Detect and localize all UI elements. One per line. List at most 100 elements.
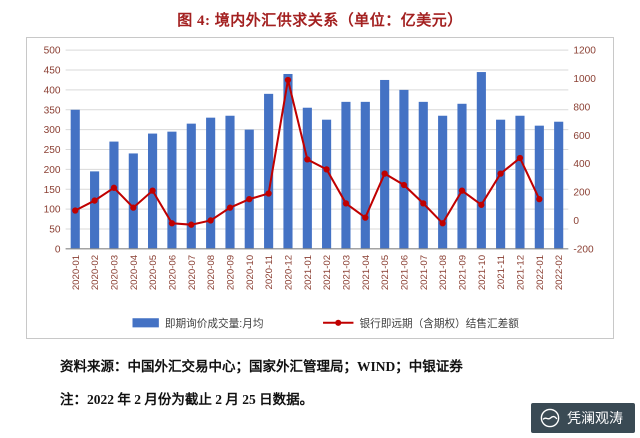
svg-text:0: 0: [55, 244, 61, 255]
x-axis-label: 2020-04: [129, 254, 140, 290]
bar: [206, 117, 216, 249]
line-markers: [72, 76, 543, 228]
svg-text:150: 150: [44, 185, 61, 196]
bar: [322, 119, 332, 249]
line-marker: [168, 220, 176, 227]
legend-bar-label: 即期询价成交量:月均: [165, 317, 264, 330]
svg-text:400: 400: [573, 159, 590, 170]
x-axis-label: 2020-07: [187, 255, 198, 290]
legend-line-label: 银行即远期（含期权）结售汇差额: [360, 317, 520, 330]
bar: [380, 79, 390, 249]
line-marker: [265, 190, 272, 197]
x-axis-label: 2020-11: [264, 255, 275, 290]
svg-text:500: 500: [44, 46, 61, 57]
bar: [418, 101, 428, 249]
svg-text:1000: 1000: [573, 74, 596, 85]
watermark-logo-icon: [540, 408, 560, 428]
line-marker: [516, 154, 524, 162]
svg-text:50: 50: [49, 224, 61, 235]
line-marker: [304, 156, 311, 163]
x-axis-labels: 2020-01 2020-02 2020-03 2020-04 2020-05 2020-…: [71, 254, 565, 290]
line-marker: [478, 201, 485, 208]
svg-text:200: 200: [573, 188, 590, 199]
x-axis-label: 2020-02: [90, 255, 101, 290]
x-axis-label: 2020-12: [284, 255, 295, 290]
line-marker: [362, 214, 369, 221]
x-axis-label: 2020-10: [245, 255, 256, 290]
line-marker: [130, 204, 137, 211]
line-marker: [342, 200, 350, 207]
line-marker: [497, 170, 504, 177]
bar: [457, 103, 467, 249]
bar: [554, 121, 564, 249]
x-axis-label: 2021-10: [477, 255, 488, 290]
x-axis-label: 2020-09: [226, 255, 237, 290]
chart-title: 图 4: 境内外汇供求关系（单位：亿美元）: [177, 13, 463, 29]
svg-text:200: 200: [44, 165, 61, 176]
svg-text:100: 100: [44, 205, 61, 216]
bar: [264, 93, 274, 249]
bar: [225, 115, 235, 249]
watermark-text: 凭澜观涛: [567, 410, 623, 426]
legend: 即期询价成交量:月均 银行即远期（含期权）结售汇差额: [132, 317, 520, 330]
x-axis-label: 2020-05: [148, 255, 159, 290]
svg-text:600: 600: [573, 131, 590, 142]
bar: [90, 171, 100, 249]
x-axis-label: 2022-01: [535, 255, 546, 290]
line-marker: [323, 166, 330, 173]
svg-text:350: 350: [44, 105, 61, 116]
svg-text:300: 300: [44, 125, 61, 136]
x-axis-label: 2021-06: [399, 255, 410, 290]
svg-text:250: 250: [44, 145, 61, 156]
line-marker: [91, 197, 98, 204]
x-axis-label: 2021-08: [438, 255, 449, 290]
source-line: 资料来源：中国外汇交易中心；国家外汇管理局；WIND；中银证券: [60, 359, 463, 374]
x-axis-label: 2020-06: [167, 255, 178, 290]
line-marker: [420, 200, 427, 207]
left-axis-labels: 0 50 100 150 200 250 300 350 400 450 500: [44, 46, 61, 256]
x-axis-label: 2021-04: [361, 254, 372, 290]
right-axis-labels: -200 0 200 400 600 800 1000 1200: [573, 46, 596, 256]
x-axis-label: 2021-05: [380, 255, 391, 290]
x-axis-label: 2021-02: [322, 255, 333, 290]
bar: [128, 153, 138, 249]
supply-demand-chart: 0 50 100 150 200 250 300 350 400 450 500 -200 0 200 40…: [44, 46, 597, 330]
bar: [360, 101, 370, 249]
svg-text:0: 0: [573, 216, 579, 227]
svg-text:1200: 1200: [573, 46, 596, 57]
bar: [399, 89, 409, 249]
line-marker: [207, 217, 214, 224]
svg-text:-200: -200: [573, 244, 594, 255]
x-axis-label: 2020-03: [110, 255, 121, 290]
line-marker: [439, 220, 446, 227]
svg-text:400: 400: [44, 85, 61, 96]
bar: [438, 115, 448, 249]
x-axis-label: 2020-08: [206, 255, 217, 290]
x-axis-label: 2021-03: [341, 255, 352, 290]
bar: [244, 129, 254, 249]
svg-text:450: 450: [44, 66, 61, 77]
line-marker: [284, 76, 292, 84]
bar: [496, 119, 506, 249]
note-line: 注：2022 年 2 月份为截止 2 月 25 日数据。: [60, 392, 314, 407]
watermark-badge: 凭澜观涛: [531, 403, 635, 433]
line-marker: [149, 187, 156, 194]
line-marker: [458, 187, 466, 194]
legend-bar-swatch: [132, 318, 159, 328]
bar: [186, 123, 196, 249]
bar-series: [70, 72, 564, 249]
line-marker: [400, 181, 408, 189]
x-axis-label: 2021-07: [419, 255, 430, 290]
bar: [109, 141, 119, 249]
line-marker: [536, 196, 543, 203]
gridlines: [65, 49, 569, 250]
line-marker: [110, 184, 118, 191]
line-marker: [381, 170, 388, 177]
line-marker: [188, 221, 195, 228]
line-marker: [246, 196, 253, 203]
x-axis-label: 2021-01: [303, 255, 314, 290]
x-axis-label: 2022-02: [554, 255, 565, 290]
x-axis-label: 2021-12: [516, 255, 527, 290]
legend-line-marker: [335, 319, 342, 326]
